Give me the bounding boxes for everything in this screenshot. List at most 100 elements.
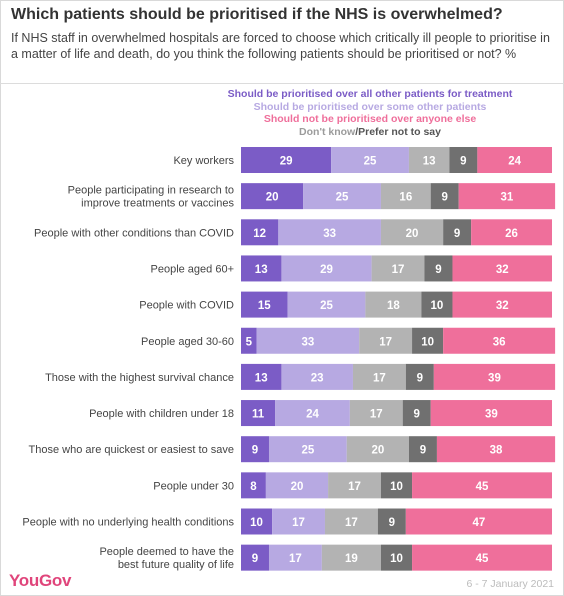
data-label-some: 24 [306, 409, 319, 421]
bar-segment-some [278, 219, 381, 246]
bar-segment-none [458, 183, 556, 210]
bar-segment-some [281, 363, 353, 390]
data-label-all: 15 [258, 300, 271, 312]
data-label-pns: 9 [454, 228, 460, 240]
bar-segment-none [412, 544, 552, 571]
data-label-dk: 20 [406, 228, 419, 240]
category-label: People with COVID [139, 300, 234, 312]
data-label-all: 9 [252, 445, 258, 457]
data-label-all: 10 [250, 517, 263, 529]
category-label: People deemed to have the best future qua… [99, 546, 234, 571]
bar-segment-pns [402, 400, 431, 427]
bar-segment-none [452, 291, 552, 318]
bar-segment-none [405, 508, 552, 535]
data-label-none: 39 [488, 372, 501, 384]
bar-segment-some [256, 327, 360, 354]
bar-segment-pns [380, 544, 413, 571]
bar-segment-all [241, 363, 282, 390]
bar-segment-pns [405, 363, 434, 390]
data-label-dk: 17 [370, 409, 383, 421]
data-label-none: 24 [508, 156, 521, 168]
data-label-none: 39 [485, 409, 498, 421]
data-label-none: 31 [501, 192, 514, 204]
data-label-dk: 17 [392, 264, 405, 276]
data-label-some: 20 [291, 481, 304, 493]
bar-segment-dk [328, 472, 381, 499]
bar-segment-all [241, 544, 269, 571]
data-label-some: 29 [320, 264, 333, 276]
bar-segment-none [433, 363, 556, 390]
bar-segment-dk [352, 363, 406, 390]
data-label-all: 11 [252, 409, 265, 421]
data-label-all: 8 [250, 481, 257, 493]
data-label-some: 33 [323, 228, 336, 240]
data-label-all: 13 [255, 264, 268, 276]
bar-segment-all [241, 219, 279, 246]
data-label-all: 5 [246, 336, 253, 348]
bar-segment-all [241, 327, 257, 354]
category-label: People participating in research to impro… [68, 185, 235, 210]
legend-entry-prefer-not-to-say: /Prefer not to say [355, 125, 441, 138]
bar-segment-all [241, 255, 282, 282]
bar-segment-none [471, 219, 552, 246]
bar-segment-dk [321, 544, 381, 571]
data-label-none: 32 [496, 300, 509, 312]
data-label-none: 26 [505, 228, 518, 240]
bar-segment-all [241, 472, 266, 499]
data-label-dk: 16 [399, 192, 412, 204]
legend-entry-dk: Don't know/Prefer not to say [220, 126, 520, 139]
data-label-none: 45 [476, 481, 489, 493]
bar-segment-some [287, 291, 366, 318]
bar-segment-pns [377, 508, 406, 535]
data-label-some: 25 [336, 192, 349, 204]
bar-segment-none [477, 147, 552, 173]
data-label-pns: 9 [435, 264, 441, 276]
data-label-pns: 10 [421, 336, 434, 348]
data-label-some: 17 [289, 553, 302, 565]
bar-segment-all [241, 400, 276, 427]
data-label-pns: 9 [389, 517, 395, 529]
legend-entry-all: Should be prioritised over all other pat… [227, 88, 513, 100]
category-label: People with no underlying health conditi… [22, 517, 234, 529]
chart-subtitle: If NHS staff in overwhelmed hospitals ar… [11, 31, 550, 61]
bar-segment-pns [424, 255, 453, 282]
data-label-pns: 10 [431, 300, 444, 312]
bar-segment-pns [408, 436, 437, 463]
legend-entry-some: Should be prioritised over some other pa… [253, 100, 487, 113]
bar-segment-dk [365, 291, 422, 318]
data-label-some: 25 [364, 156, 377, 168]
data-label-none: 38 [490, 445, 503, 457]
bar-segment-all [241, 508, 273, 535]
category-label: People aged 60+ [151, 263, 235, 275]
bar-segment-dk [380, 219, 444, 246]
bar-segment-pns [443, 219, 472, 246]
data-label-dk: 17 [379, 336, 392, 348]
data-label-dk: 19 [345, 553, 358, 565]
category-label: Those with the highest survival chance [45, 372, 234, 384]
category-label: Key workers [173, 155, 234, 167]
bar-segment-some [268, 436, 347, 463]
data-label-some: 17 [292, 517, 305, 529]
bar-segment-none [436, 436, 556, 463]
bar-segment-some [331, 147, 409, 173]
data-label-dk: 13 [423, 156, 436, 168]
bar-segment-dk [380, 183, 431, 210]
data-label-all: 9 [252, 553, 258, 565]
data-label-some: 33 [301, 336, 314, 348]
bar-segment-some [265, 472, 329, 499]
data-label-pns: 9 [417, 372, 423, 384]
bar-segment-pns [449, 147, 478, 173]
data-label-some: 25 [301, 445, 314, 457]
bar-segment-some [281, 255, 372, 282]
bar-segment-all [241, 436, 269, 463]
category-label: People aged 30-60 [141, 336, 234, 348]
data-label-none: 36 [493, 336, 506, 348]
data-label-all: 12 [253, 228, 266, 240]
bar-segment-pns [412, 327, 444, 354]
bar-segment-all [241, 147, 332, 173]
data-label-pns: 10 [390, 553, 403, 565]
data-label-some: 23 [311, 372, 324, 384]
data-label-none: 32 [496, 264, 509, 276]
category-label: People under 30 [153, 480, 234, 492]
bar-segment-some [303, 183, 381, 210]
